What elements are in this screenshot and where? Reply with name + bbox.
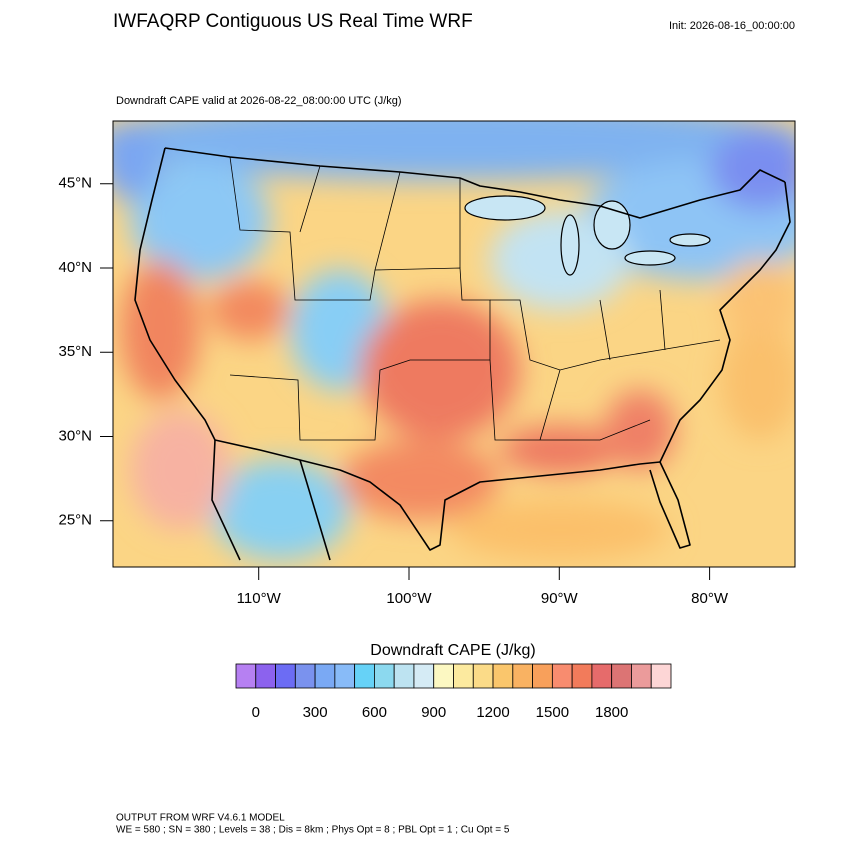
colorbar-box bbox=[591, 663, 613, 689]
colorbar-tick-label: 1500 bbox=[536, 704, 569, 721]
colorbar-tick-label: 0 bbox=[252, 704, 260, 721]
colorbar-box bbox=[294, 663, 316, 689]
map-subtitle: Downdraft CAPE valid at 2026-08-22_08:00… bbox=[116, 95, 402, 107]
colorbar-tick-label: 600 bbox=[362, 704, 387, 721]
map-field bbox=[113, 121, 795, 567]
footer-line: WE = 580 ; SN = 380 ; Levels = 38 ; Dis … bbox=[116, 825, 510, 836]
colorbar-title: Downdraft CAPE (J/kg) bbox=[370, 642, 535, 659]
lat-tick-label: 30°N bbox=[58, 427, 92, 444]
lon-tick-label: 100°W bbox=[386, 590, 432, 607]
colorbar-box bbox=[571, 663, 593, 689]
colorbar-box bbox=[492, 663, 514, 689]
lat-tick-label: 40°N bbox=[58, 259, 92, 276]
colorbar-box bbox=[354, 663, 375, 689]
lon-tick-label: 90°W bbox=[541, 590, 579, 607]
colorbar-tick-label: 1800 bbox=[595, 704, 628, 721]
colorbar-box bbox=[433, 663, 454, 689]
colorbar-box bbox=[255, 663, 276, 689]
colorbar-box bbox=[374, 663, 395, 689]
colorbar-box bbox=[413, 663, 435, 689]
colorbar-box bbox=[551, 663, 573, 689]
lon-tick-label: 110°W bbox=[237, 590, 282, 607]
title: IWFAQRP Contiguous US Real Time WRF bbox=[113, 11, 473, 32]
map-frame bbox=[112, 120, 796, 568]
colorbar-box bbox=[631, 663, 652, 689]
colorbar-tick-label: 900 bbox=[421, 704, 446, 721]
colorbar-box bbox=[532, 663, 553, 689]
colorbar-tick-label: 300 bbox=[303, 704, 328, 721]
colorbar-box bbox=[472, 663, 494, 689]
lat-tick-label: 25°N bbox=[58, 512, 92, 529]
colorbar-tick-label: 1200 bbox=[476, 704, 509, 721]
colorbar-box bbox=[611, 663, 632, 689]
colorbar-box bbox=[650, 663, 672, 689]
lat-tick-label: 45°N bbox=[58, 175, 92, 192]
lon-tick-label: 80°W bbox=[691, 590, 729, 607]
colorbar-box bbox=[453, 663, 474, 689]
lat-tick-label: 35°N bbox=[58, 343, 92, 360]
init-time: Init: 2026-08-16_00:00:00 bbox=[669, 20, 795, 32]
colorbar-box bbox=[512, 663, 533, 689]
colorbar-box bbox=[275, 663, 296, 689]
colorbar-box bbox=[235, 663, 257, 689]
colorbar-box bbox=[334, 663, 356, 689]
colorbar-box bbox=[314, 663, 336, 689]
colorbar-box bbox=[393, 663, 415, 689]
footer-line: OUTPUT FROM WRF V4.6.1 MODEL bbox=[116, 813, 285, 824]
